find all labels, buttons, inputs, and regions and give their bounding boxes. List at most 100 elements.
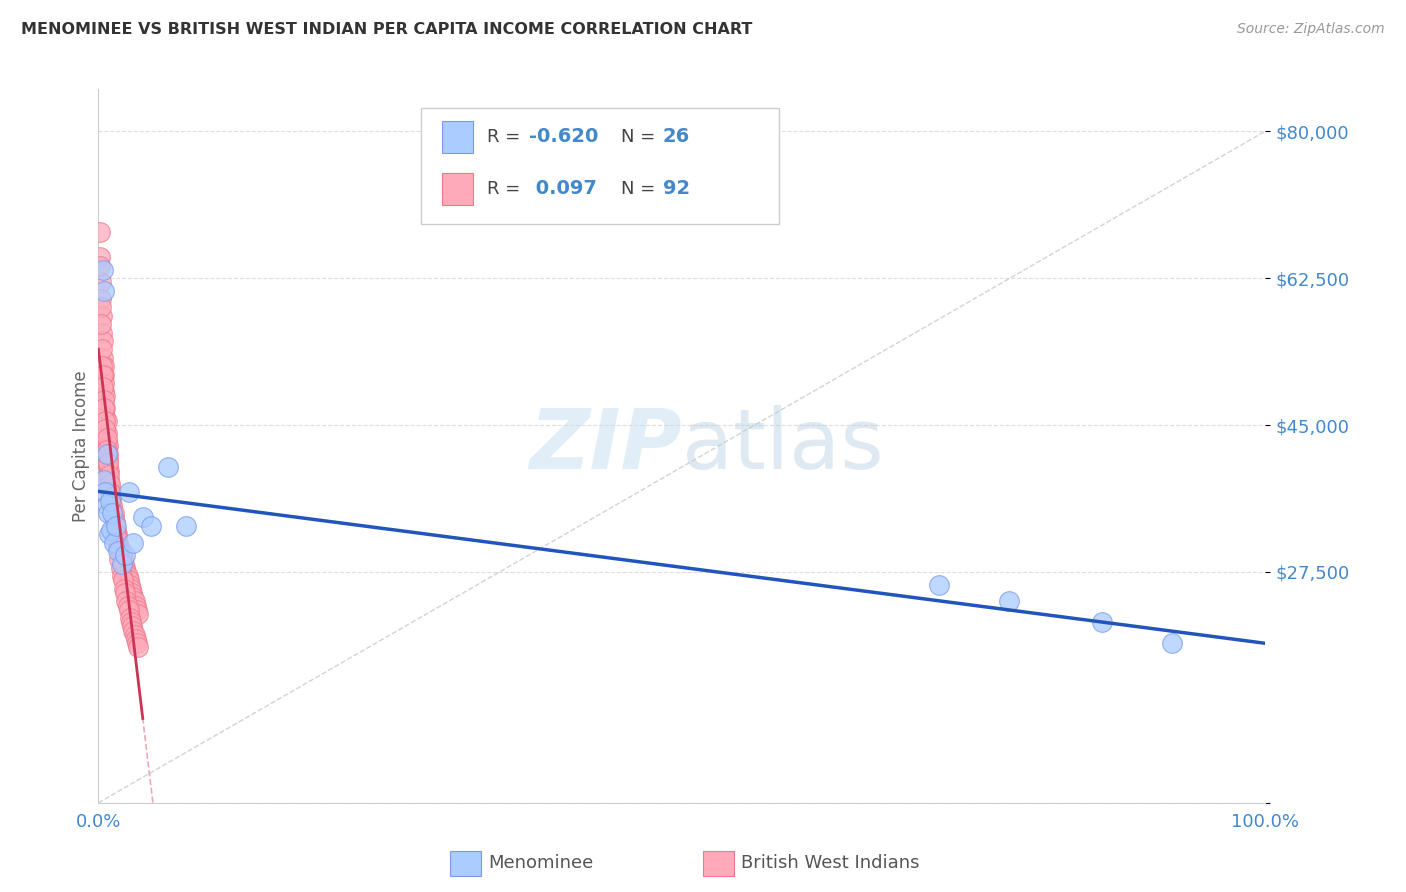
Point <box>89 259 111 273</box>
Text: 92: 92 <box>662 179 690 198</box>
Point <box>103 506 125 520</box>
Point <box>111 574 134 588</box>
Point <box>93 376 115 390</box>
Point <box>96 431 118 445</box>
Point <box>121 619 143 633</box>
Y-axis label: Per Capita Income: Per Capita Income <box>72 370 90 522</box>
Point <box>97 506 120 520</box>
Point <box>100 523 122 537</box>
Point <box>103 510 125 524</box>
Point <box>125 632 148 646</box>
Point <box>111 557 134 571</box>
Point <box>93 368 115 382</box>
Point <box>96 498 118 512</box>
Point <box>132 510 155 524</box>
Point <box>97 439 120 453</box>
Point <box>97 460 120 475</box>
Point <box>93 392 115 407</box>
Point <box>97 473 120 487</box>
Point <box>94 401 117 416</box>
Point <box>97 447 120 461</box>
Point <box>115 565 138 579</box>
Point <box>127 607 149 621</box>
Point <box>104 515 127 529</box>
Point <box>104 518 127 533</box>
Point <box>90 326 112 340</box>
Point <box>94 389 117 403</box>
Text: 0.097: 0.097 <box>529 179 598 198</box>
Point <box>96 447 118 461</box>
Point <box>93 359 115 374</box>
Text: -0.620: -0.620 <box>529 127 599 146</box>
Point <box>125 603 148 617</box>
Point <box>103 535 125 549</box>
Point <box>97 468 120 483</box>
Point <box>97 456 120 470</box>
Point <box>89 250 111 264</box>
Point <box>98 485 121 500</box>
Point <box>118 603 141 617</box>
Point <box>90 275 112 289</box>
Point <box>91 334 114 348</box>
Point <box>104 523 127 537</box>
Point <box>114 548 136 562</box>
Point <box>94 414 117 428</box>
Point <box>100 493 122 508</box>
Point <box>100 489 122 503</box>
Point <box>91 262 114 277</box>
Point <box>93 401 115 416</box>
Point <box>1161 636 1184 650</box>
Point <box>107 544 129 558</box>
Point <box>174 518 197 533</box>
Point <box>120 582 142 596</box>
Point <box>157 460 180 475</box>
Text: atlas: atlas <box>682 406 883 486</box>
Point <box>111 552 134 566</box>
Point <box>124 628 146 642</box>
Point <box>118 577 141 591</box>
Point <box>98 485 121 500</box>
Text: British West Indians: British West Indians <box>741 855 920 872</box>
Text: MENOMINEE VS BRITISH WEST INDIAN PER CAPITA INCOME CORRELATION CHART: MENOMINEE VS BRITISH WEST INDIAN PER CAP… <box>21 22 752 37</box>
Point <box>90 359 112 374</box>
Point <box>110 544 132 558</box>
Point <box>112 582 135 596</box>
Point <box>114 586 136 600</box>
Point <box>100 498 122 512</box>
Point <box>90 343 112 357</box>
Point <box>98 493 121 508</box>
Point <box>120 615 142 630</box>
Point <box>97 527 120 541</box>
Point <box>118 611 141 625</box>
Point <box>139 518 162 533</box>
Point <box>114 560 136 574</box>
Point <box>93 473 115 487</box>
Point <box>90 318 112 332</box>
Point <box>96 443 118 458</box>
Point <box>122 624 145 638</box>
Point <box>121 586 143 600</box>
Point <box>97 451 120 466</box>
Point <box>94 485 117 500</box>
Point <box>107 540 129 554</box>
Point <box>115 594 138 608</box>
Point <box>124 594 146 608</box>
Point <box>127 640 149 655</box>
Text: R =: R = <box>486 128 526 145</box>
Point <box>91 368 114 382</box>
Point <box>90 301 112 315</box>
Point <box>93 384 115 399</box>
Point <box>90 292 112 306</box>
Point <box>105 532 128 546</box>
Point <box>96 414 118 428</box>
Point <box>117 569 139 583</box>
Point <box>112 557 135 571</box>
Point <box>118 485 141 500</box>
Text: R =: R = <box>486 179 526 197</box>
Point <box>110 560 132 574</box>
Text: 26: 26 <box>662 127 690 146</box>
Text: Source: ZipAtlas.com: Source: ZipAtlas.com <box>1237 22 1385 37</box>
Text: N =: N = <box>620 179 661 197</box>
Text: ZIP: ZIP <box>529 406 682 486</box>
Point <box>1091 615 1114 630</box>
